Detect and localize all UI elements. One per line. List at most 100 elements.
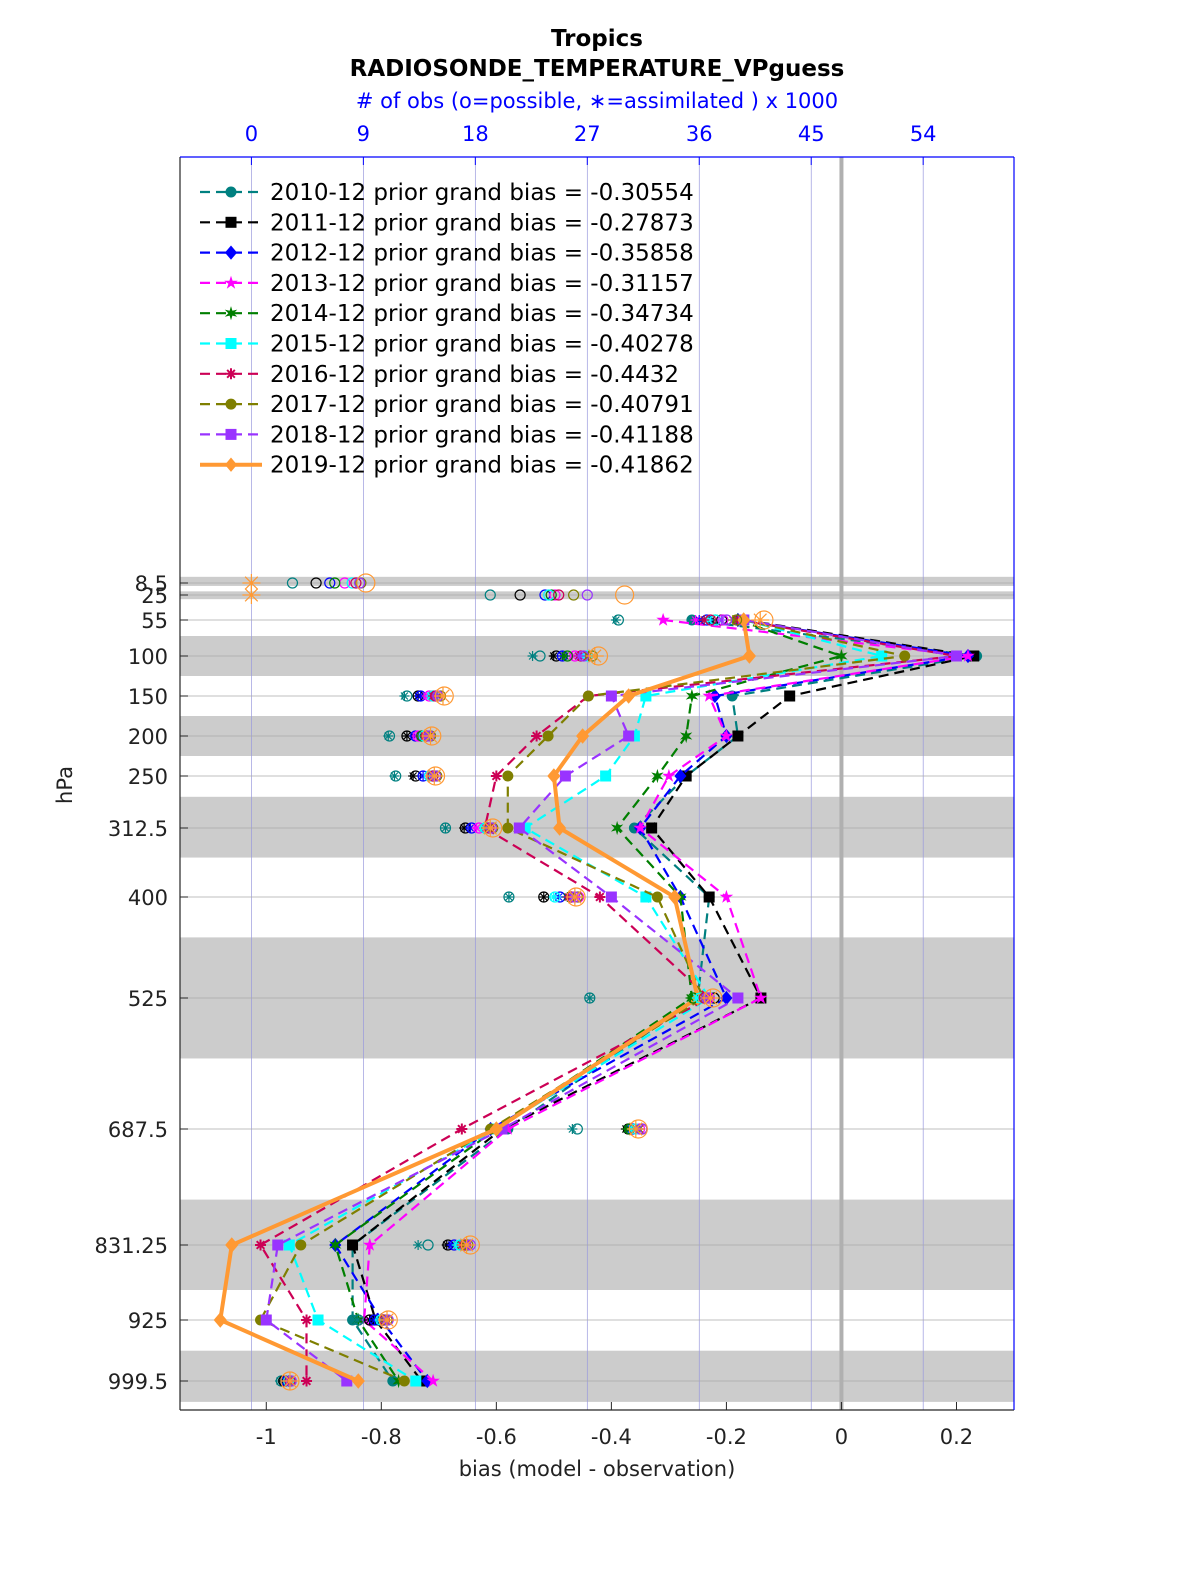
obs-assimilated-2-7 [465,823,476,833]
series-line-7 [258,618,905,1383]
obs-assimilated-9-4 [433,687,452,705]
series-point-3-10 [501,1121,515,1135]
x-tick-label-2: -0.6 [476,1425,517,1449]
axes: -1 -0.8 -0.6 -0.4 -0.2 0 0.20 9 18 27 36 45 548.5255… [95,122,1015,1449]
obs-assimilated-0-10 [567,1124,578,1134]
top-tick-label-0: 0 [245,122,258,146]
obs-assimilated-1-5 [401,731,412,741]
series-point-3-5 [719,728,734,742]
top-tick-label-6: 54 [910,122,937,146]
obs-possible-3-1 [549,589,561,601]
series-point-4-5 [680,728,693,744]
series-point-3-9 [754,990,768,1004]
y-tick-label-2: 55 [141,609,168,633]
obs-assimilated-0-3 [527,651,538,661]
legend-entry-6: 2016-12 prior grand bias = -0.4432 [200,362,679,388]
y-tick-label-10: 687.5 [108,1118,168,1142]
top-axis-label: # of obs (o=possible, ∗=assimilated ) x … [356,89,838,113]
series-point-7-4 [582,690,594,702]
series-point-4-4 [685,688,699,704]
obs-possible-6-0 [350,577,362,589]
obs-assimilated-0-11 [413,1240,424,1250]
legend-marker-2 [224,245,238,260]
obs-assimilated-9-3 [585,647,604,665]
legend-label-8: 2018-12 prior grand bias = -0.41188 [270,422,694,448]
x-tick-label-6: 0.2 [940,1425,973,1449]
legend-marker-4 [224,306,238,321]
shaded-band-0 [180,576,1014,586]
legend-entry-7: 2017-12 prior grand bias = -0.40791 [200,392,694,418]
obs-assimilated-9-7 [481,819,500,837]
legend: 2010-12 prior grand bias = -0.30554 2011-… [200,180,694,479]
obs-assimilated-0-2 [610,615,621,625]
series-point-5-4 [640,690,652,702]
legend-entry-2: 2012-12 prior grand bias = -0.35858 [200,241,694,267]
y-tick-label-8: 400 [128,886,168,910]
obs-assimilated-1-3 [548,651,559,661]
obs-assimilated-9-2 [751,611,770,629]
y-tick-label-5: 200 [128,725,168,749]
series-line-8 [265,618,957,1382]
obs-possible-6-1 [553,589,565,601]
obs-assimilated-8-2 [716,615,727,625]
pressure-bands [180,576,1014,1402]
series-point-2-9 [720,990,733,1006]
series-point-8-13 [341,1375,353,1387]
legend-entry-5: 2015-12 prior grand bias = -0.40278 [200,332,694,358]
series-point-1-8 [703,891,715,903]
series-point-8-5 [623,730,635,742]
obs-assimilated-9-12 [378,1311,397,1329]
obs-possible-9-1 [615,585,635,605]
obs-assimilated-2-6 [418,771,429,781]
series-point-9-11 [225,1237,239,1253]
y-tick-label-13: 999.5 [108,1370,168,1394]
top-tick-label-3: 27 [574,122,601,146]
x-tick-label-3: -0.4 [591,1425,632,1449]
y-tick-label-11: 831.25 [95,1234,168,1258]
shaded-band-4 [180,796,1014,858]
legend-label-6: 2016-12 prior grand bias = -0.4432 [270,362,679,388]
series-point-8-7 [513,822,525,834]
obs-possible-8-1 [581,589,593,601]
series-point-6-5 [531,730,543,742]
obs-assimilated-9-1 [242,586,261,604]
top-tick-label-2: 18 [462,122,489,146]
series-point-6-6 [490,770,502,782]
series-point-3-4 [702,688,716,702]
y-tick-label-3: 100 [128,645,168,669]
series-point-9-13 [351,1373,365,1389]
x-tick-label-1: -0.8 [361,1425,402,1449]
obs-possible-0-0 [286,577,299,589]
legend-label-0: 2010-12 prior grand bias = -0.30554 [270,180,694,206]
y-tick-label-9: 525 [128,987,168,1011]
series-point-8-9 [732,992,744,1004]
shaded-band-7 [180,1350,1014,1402]
legend-label-4: 2014-12 prior grand bias = -0.34734 [270,301,694,327]
obs-assimilated-0-9 [584,993,595,1003]
series-point-5-11 [283,1239,295,1251]
legend-marker-1 [225,216,237,228]
series-point-8-8 [605,891,617,903]
obs-possible-8-0 [354,577,366,589]
series-point-9-10 [489,1121,503,1137]
series-point-7-7 [502,822,514,834]
top-tick-label-4: 36 [686,122,713,146]
series-point-4-3 [835,648,848,664]
legend-entry-1: 2011-12 prior grand bias = -0.27873 [200,210,694,236]
chart-title: Tropics [551,26,643,52]
obs-assimilated-9-5 [421,727,440,745]
obs-assimilated-0-7 [440,823,451,833]
series-line-5 [287,618,882,1382]
y-tick-label-0: 8.5 [135,572,168,596]
top-tick-label-5: 45 [798,122,825,146]
obs-assimilated-4-3 [559,651,570,661]
series-point-3-7 [633,820,647,834]
obs-possible-0-1 [484,589,496,601]
obs-assimilated-9-11 [457,1236,476,1254]
series-point-3-2 [656,612,670,626]
obs-assimilated-6-2 [699,615,710,625]
x-tick-label-4: -0.2 [706,1425,747,1449]
y-tick-label-6: 250 [128,765,168,789]
obs-assimilated-2-4 [415,691,426,701]
series-point-5-7 [519,822,531,834]
